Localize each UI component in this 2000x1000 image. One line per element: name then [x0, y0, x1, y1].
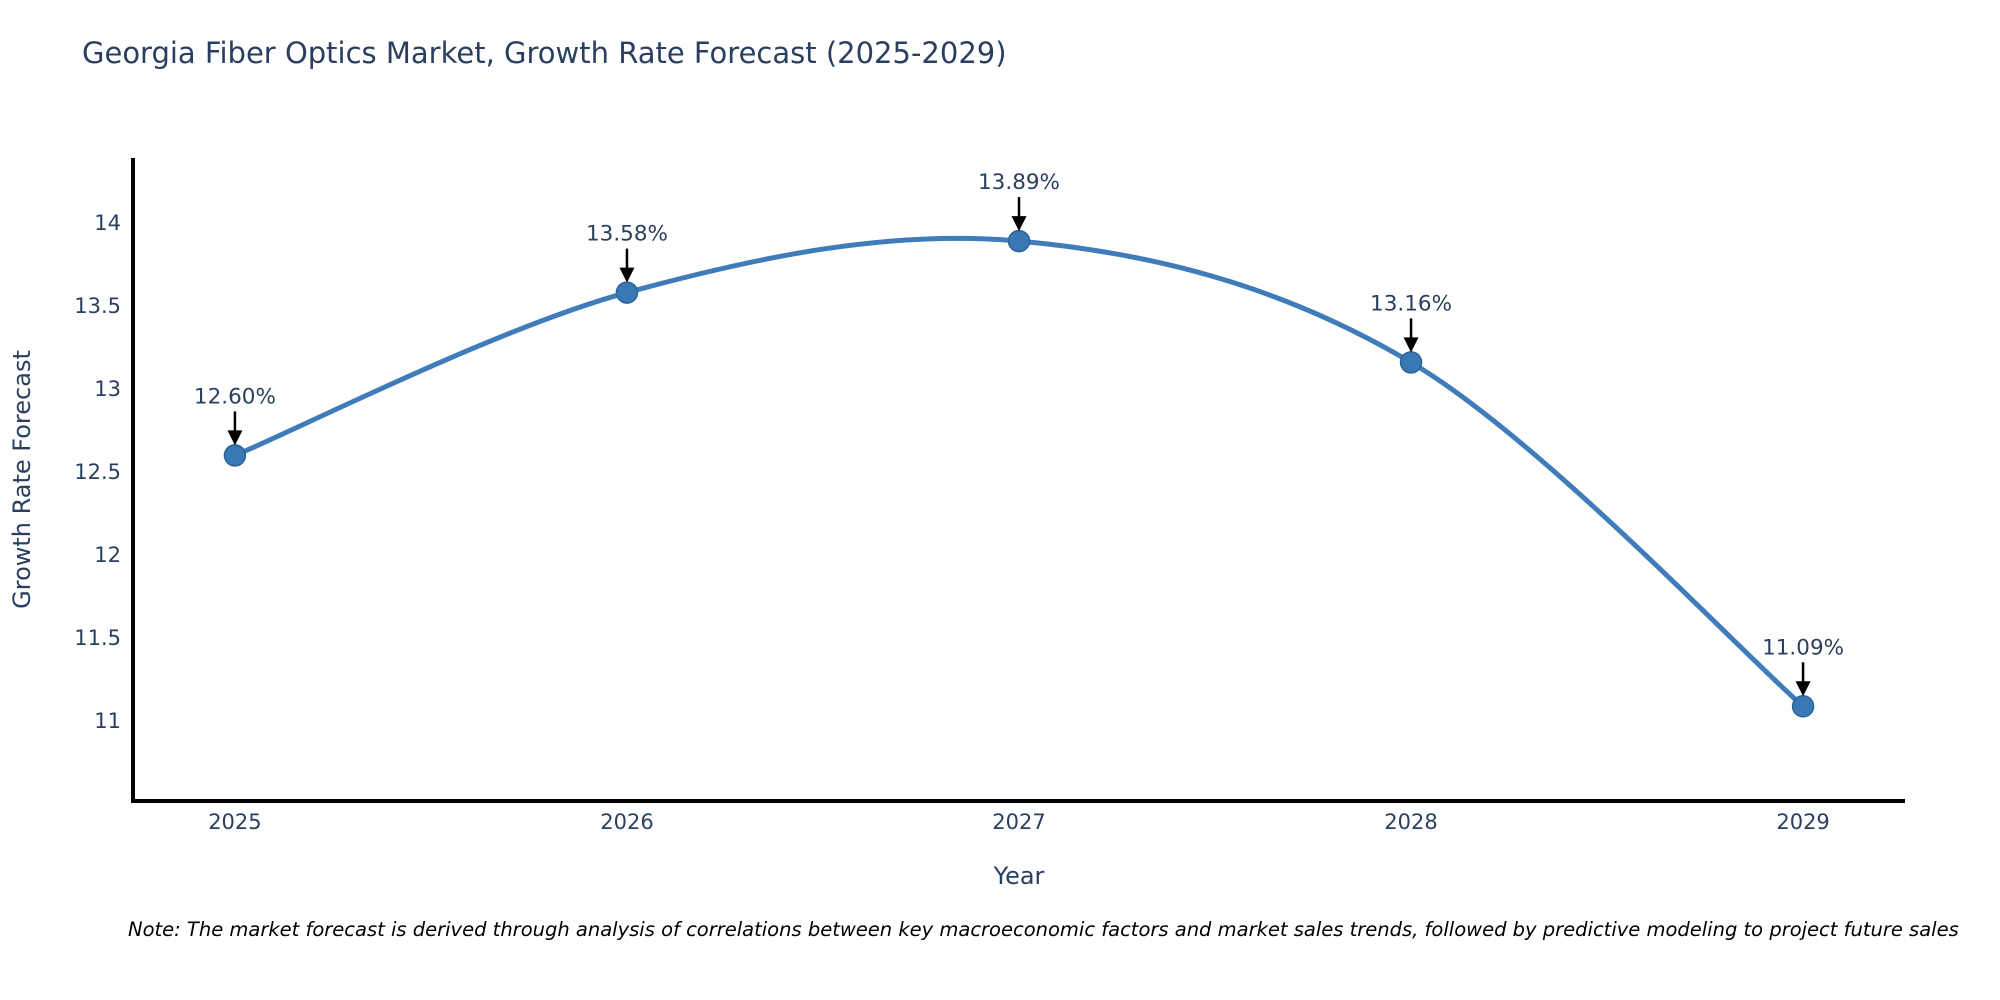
annotation-arrowhead-icon — [227, 430, 243, 446]
y-tick-label: 11 — [94, 709, 121, 733]
point-annotation-label: 11.09% — [1762, 635, 1844, 660]
point-annotation-label: 13.58% — [586, 222, 668, 247]
y-tick-label: 13 — [94, 377, 121, 401]
y-tick-label: 11.5 — [74, 626, 121, 650]
chart-title: Georgia Fiber Optics Market, Growth Rate… — [82, 36, 1007, 70]
x-tick-label: 2026 — [600, 810, 653, 834]
point-annotation-label: 12.60% — [194, 384, 276, 409]
annotation-arrowhead-icon — [1403, 337, 1419, 353]
y-axis-title: Growth Rate Forecast — [8, 350, 36, 609]
annotation-arrowhead-icon — [619, 267, 635, 283]
x-tick-label: 2025 — [208, 810, 261, 834]
annotation-arrowhead-icon — [1795, 681, 1811, 697]
x-tick-label: 2028 — [1384, 810, 1437, 834]
forecast-line — [232, 235, 1806, 709]
x-tick-label: 2027 — [992, 810, 1045, 834]
x-tick-label: 2029 — [1776, 810, 1829, 834]
y-tick-label: 13.5 — [74, 294, 121, 318]
data-point-marker[interactable] — [1399, 351, 1423, 374]
point-annotation-label: 13.89% — [978, 170, 1060, 195]
y-tick-label: 14 — [94, 211, 121, 235]
data-point-marker[interactable] — [615, 281, 639, 304]
point-annotation-label: 13.16% — [1370, 291, 1452, 316]
data-point-marker[interactable] — [1007, 229, 1031, 253]
data-point-marker[interactable] — [1791, 695, 1815, 718]
data-point-marker[interactable] — [223, 444, 247, 467]
footnote: Note: The market forecast is derived thr… — [128, 918, 1959, 941]
y-tick-label: 12.5 — [74, 460, 121, 484]
x-axis-title: Year — [993, 862, 1045, 890]
annotation-arrowhead-icon — [1011, 216, 1027, 232]
y-tick-label: 12 — [94, 543, 121, 567]
